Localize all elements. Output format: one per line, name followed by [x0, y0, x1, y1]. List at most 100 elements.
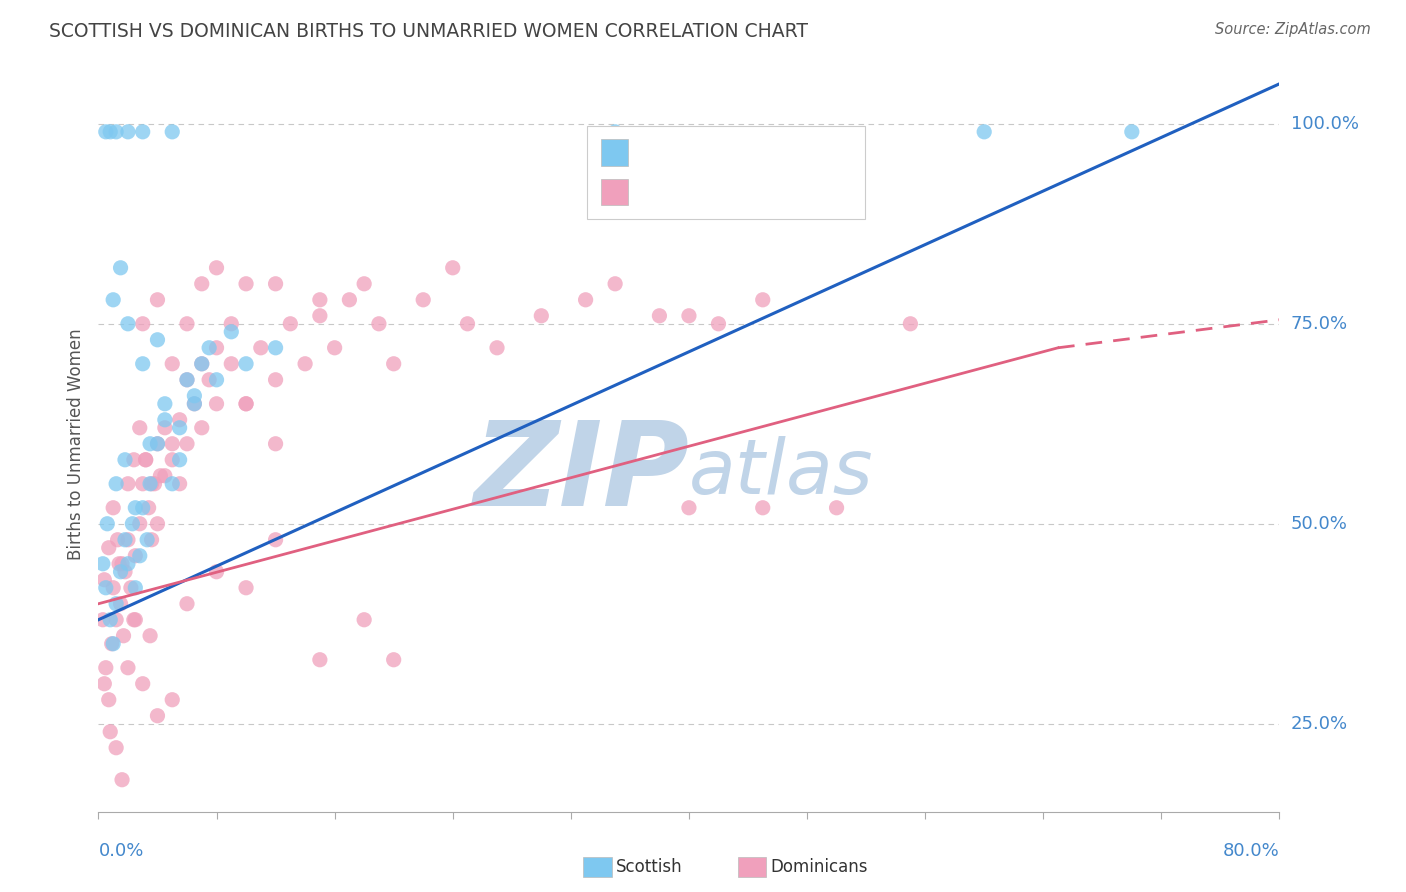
Point	[221, 325, 243, 339]
Point	[114, 565, 136, 579]
Point	[183, 397, 205, 411]
Point	[176, 436, 198, 450]
Point	[221, 357, 243, 371]
Point	[198, 341, 221, 355]
Point	[96, 516, 118, 531]
Point	[139, 436, 162, 450]
Point	[117, 661, 139, 675]
Point	[1121, 125, 1143, 139]
Point	[205, 565, 228, 579]
Point	[205, 260, 228, 275]
Point	[120, 581, 142, 595]
Point	[139, 476, 162, 491]
Point	[235, 357, 257, 371]
Point	[264, 436, 287, 450]
Point	[117, 557, 139, 571]
Text: 50.0%: 50.0%	[1291, 515, 1347, 533]
Point	[111, 557, 134, 571]
Point	[382, 653, 405, 667]
Point	[235, 397, 257, 411]
Point	[353, 613, 375, 627]
Text: ZIP: ZIP	[472, 416, 689, 531]
Point	[486, 341, 509, 355]
Point	[100, 637, 122, 651]
Point	[105, 597, 128, 611]
Point	[141, 476, 163, 491]
Point	[294, 357, 316, 371]
Point	[707, 317, 730, 331]
Text: 75.0%: 75.0%	[1291, 315, 1348, 333]
Point	[191, 357, 214, 371]
Point	[162, 357, 183, 371]
Point	[264, 277, 287, 291]
Point	[128, 421, 150, 435]
Text: R = 0.463   N = 95: R = 0.463 N = 95	[640, 183, 810, 201]
Point	[141, 533, 163, 547]
Point	[110, 260, 132, 275]
Point	[111, 772, 134, 787]
Point	[678, 309, 700, 323]
Point	[128, 549, 150, 563]
Point	[132, 357, 155, 371]
Point	[162, 436, 183, 450]
Point	[105, 613, 128, 627]
Point	[530, 309, 553, 323]
Point	[309, 293, 332, 307]
Point	[146, 436, 169, 450]
Point	[678, 500, 700, 515]
Point	[105, 125, 128, 139]
Point	[205, 397, 228, 411]
Point	[138, 500, 160, 515]
Point	[412, 293, 434, 307]
Point	[135, 452, 157, 467]
Point	[169, 476, 191, 491]
Point	[162, 476, 183, 491]
Point	[132, 476, 155, 491]
Point	[153, 413, 176, 427]
Point	[124, 500, 146, 515]
Point	[91, 613, 114, 627]
Point	[205, 341, 228, 355]
Point	[264, 533, 287, 547]
Point	[97, 692, 120, 706]
Point	[323, 341, 346, 355]
Point	[264, 373, 287, 387]
Point	[191, 357, 214, 371]
Point	[575, 293, 598, 307]
Point	[176, 373, 198, 387]
Point	[94, 661, 117, 675]
Point	[169, 413, 191, 427]
Point	[162, 692, 183, 706]
Point	[139, 629, 162, 643]
Point	[309, 653, 332, 667]
Point	[176, 317, 198, 331]
Text: Dominicans: Dominicans	[770, 858, 868, 876]
Point	[103, 293, 125, 307]
Point	[117, 476, 139, 491]
Point	[110, 565, 132, 579]
Point	[264, 341, 287, 355]
Point	[121, 516, 143, 531]
Point	[114, 533, 136, 547]
Y-axis label: Births to Unmarried Women: Births to Unmarried Women	[66, 328, 84, 559]
Point	[153, 468, 176, 483]
Point	[250, 341, 273, 355]
Point	[136, 533, 159, 547]
Point	[98, 125, 121, 139]
Point	[605, 277, 627, 291]
Point	[93, 677, 115, 691]
Point	[752, 500, 775, 515]
Text: 25.0%: 25.0%	[1291, 714, 1348, 732]
Point	[353, 277, 375, 291]
Point	[825, 500, 848, 515]
Point	[143, 476, 166, 491]
Point	[149, 468, 172, 483]
Point	[382, 357, 405, 371]
Point	[93, 573, 115, 587]
Point	[183, 389, 205, 403]
Point	[176, 597, 198, 611]
Point	[441, 260, 464, 275]
Point	[176, 373, 198, 387]
Point	[169, 452, 191, 467]
Point	[235, 581, 257, 595]
